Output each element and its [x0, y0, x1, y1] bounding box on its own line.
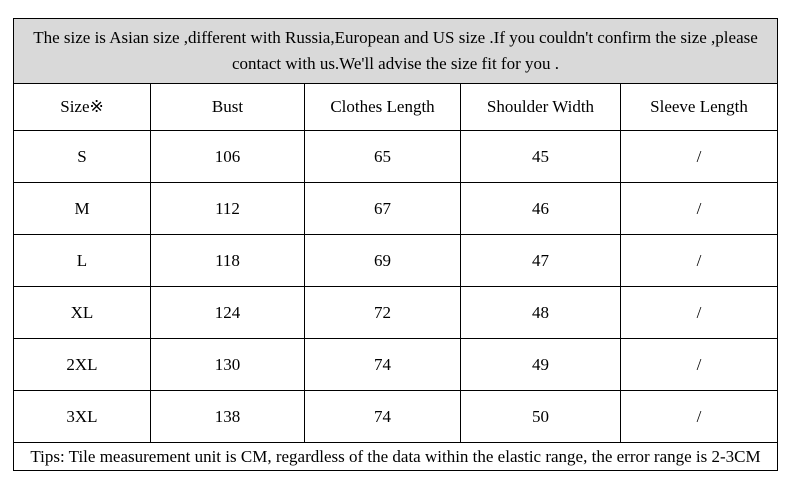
- cell-sleeve-length: /: [619, 234, 779, 287]
- column-header-size: Size※: [13, 83, 151, 131]
- cell-size: XL: [13, 286, 151, 339]
- cell-clothes-length: 67: [304, 182, 461, 235]
- column-header-sleeve-length: Sleeve Length: [619, 83, 779, 131]
- cell-bust: 138: [150, 390, 305, 443]
- cell-clothes-length: 69: [304, 234, 461, 287]
- cell-sleeve-length: /: [619, 130, 779, 183]
- cell-shoulder-width: 50: [460, 390, 621, 443]
- size-chart-table: The size is Asian size ,different with R…: [12, 18, 779, 471]
- tips-row: Tips: Tile measurement unit is CM, regar…: [12, 442, 779, 471]
- cell-bust: 124: [150, 286, 305, 339]
- size-notice-text: The size is Asian size ,different with R…: [12, 18, 779, 84]
- cell-bust: 130: [150, 338, 305, 391]
- table-row-l: L 118 69 47 /: [13, 234, 779, 287]
- notice-row: The size is Asian size ,different with R…: [12, 18, 779, 84]
- table-row-3xl: 3XL 138 74 50 /: [13, 390, 779, 443]
- cell-clothes-length: 65: [304, 130, 461, 183]
- column-header-bust: Bust: [150, 83, 305, 131]
- table-row-xl: XL 124 72 48 /: [13, 286, 779, 339]
- cell-sleeve-length: /: [619, 338, 779, 391]
- column-header-shoulder-width: Shoulder Width: [460, 83, 621, 131]
- cell-size: L: [13, 234, 151, 287]
- cell-clothes-length: 72: [304, 286, 461, 339]
- header-row: Size※ Bust Clothes Length Shoulder Width…: [13, 83, 779, 131]
- cell-shoulder-width: 45: [460, 130, 621, 183]
- cell-size: M: [13, 182, 151, 235]
- cell-bust: 118: [150, 234, 305, 287]
- cell-shoulder-width: 47: [460, 234, 621, 287]
- table-row-m: M 112 67 46 /: [13, 182, 779, 235]
- cell-sleeve-length: /: [619, 182, 779, 235]
- cell-sleeve-length: /: [619, 286, 779, 339]
- cell-size: 3XL: [13, 390, 151, 443]
- cell-size: 2XL: [13, 338, 151, 391]
- cell-shoulder-width: 49: [460, 338, 621, 391]
- cell-clothes-length: 74: [304, 338, 461, 391]
- cell-bust: 106: [150, 130, 305, 183]
- table-row-2xl: 2XL 130 74 49 /: [13, 338, 779, 391]
- column-header-clothes-length: Clothes Length: [304, 83, 461, 131]
- cell-shoulder-width: 46: [460, 182, 621, 235]
- table-row-s: S 106 65 45 /: [13, 130, 779, 183]
- cell-clothes-length: 74: [304, 390, 461, 443]
- cell-size: S: [13, 130, 151, 183]
- cell-sleeve-length: /: [619, 390, 779, 443]
- tips-text: Tips: Tile measurement unit is CM, regar…: [12, 442, 779, 471]
- cell-bust: 112: [150, 182, 305, 235]
- cell-shoulder-width: 48: [460, 286, 621, 339]
